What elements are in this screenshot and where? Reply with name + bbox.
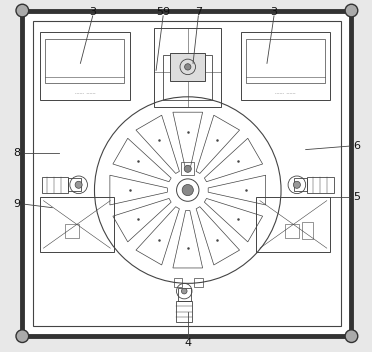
Bar <box>40 197 114 252</box>
Text: 7: 7 <box>195 7 202 17</box>
Text: ------  ------: ------ ------ <box>74 90 95 95</box>
Text: 5: 5 <box>353 192 360 202</box>
Bar <box>45 39 124 83</box>
Circle shape <box>75 181 82 188</box>
Text: 4: 4 <box>184 338 191 348</box>
Circle shape <box>182 288 187 294</box>
Text: 8: 8 <box>13 148 20 158</box>
Bar <box>246 39 325 83</box>
Text: 9: 9 <box>13 199 20 209</box>
Bar <box>170 53 205 81</box>
Bar <box>42 177 68 193</box>
Bar <box>285 224 299 238</box>
Circle shape <box>182 184 193 196</box>
Bar <box>194 278 203 287</box>
Bar <box>174 278 183 287</box>
Circle shape <box>184 165 191 172</box>
Circle shape <box>16 4 29 17</box>
Text: 3: 3 <box>89 7 96 17</box>
Bar <box>294 178 307 191</box>
Circle shape <box>16 330 29 342</box>
Bar <box>154 28 221 107</box>
Bar <box>40 32 130 100</box>
Bar <box>307 177 334 193</box>
Bar <box>241 32 330 100</box>
Bar <box>178 288 190 301</box>
Circle shape <box>345 4 358 17</box>
Circle shape <box>345 330 358 342</box>
Circle shape <box>294 181 301 188</box>
Text: 59: 59 <box>156 7 170 17</box>
Bar <box>302 222 313 239</box>
Text: ------  ------: ------ ------ <box>275 90 296 95</box>
Bar <box>68 178 81 191</box>
Bar <box>182 163 194 175</box>
Text: 3: 3 <box>270 7 278 17</box>
Text: 6: 6 <box>353 141 360 151</box>
Bar <box>65 224 78 238</box>
Circle shape <box>185 64 191 70</box>
Bar <box>163 55 212 100</box>
Bar <box>33 21 341 326</box>
Bar <box>256 197 330 252</box>
Bar <box>176 301 192 322</box>
